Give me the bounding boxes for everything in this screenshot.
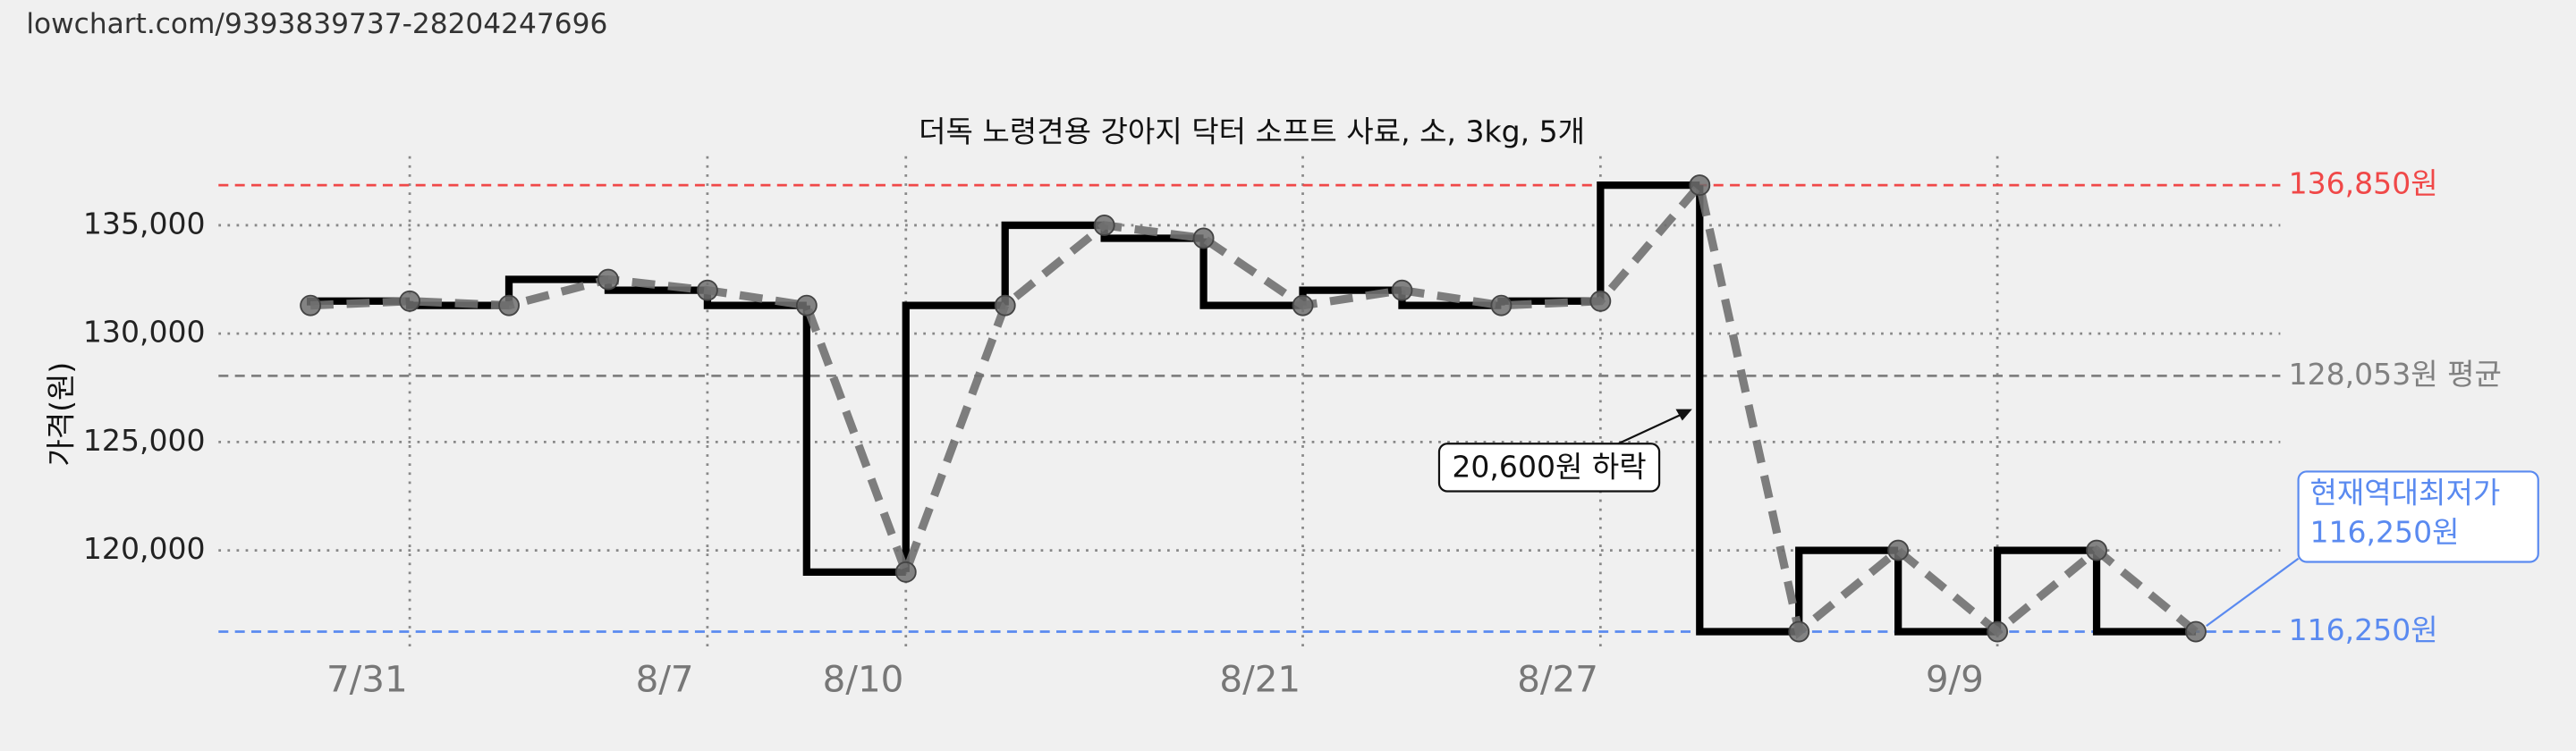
annotation-text: 20,600원 하락 [1452, 449, 1646, 484]
annotation-box [1437, 443, 1661, 493]
point [994, 294, 1016, 316]
point [2086, 539, 2107, 561]
point [2185, 620, 2207, 643]
annotation-text: 116,250원 [2309, 515, 2459, 550]
point [894, 561, 917, 583]
point [1093, 214, 1115, 236]
step-segment [1993, 546, 2097, 632]
y-tick-label: 125,000 [83, 423, 206, 458]
step-segment [902, 301, 1005, 572]
y-axis-label: 가격(원) [43, 362, 78, 467]
drop-annotation: 20,600원 하락 [1437, 409, 1692, 493]
step-segment [1597, 181, 1700, 301]
reference-label: 128,053원 평균 [2289, 357, 2502, 392]
step-segment [802, 305, 906, 576]
page-url: lowchart.com/9393839737-28204247696 [26, 8, 607, 40]
x-tick-label: 8/10 [823, 658, 904, 701]
point [1887, 539, 1910, 561]
arrow-head [1675, 409, 1692, 421]
x-tick-label: 7/31 [326, 658, 408, 701]
point [498, 294, 520, 316]
y-tick-label: 130,000 [83, 315, 206, 350]
x-tick-label: 8/21 [1219, 658, 1301, 701]
step-segment [1696, 185, 1800, 636]
reference-label: 136,850원 [2289, 166, 2438, 201]
point [1192, 227, 1215, 249]
point [399, 290, 421, 312]
step-segment [1795, 546, 1899, 632]
trend-line [309, 176, 2199, 639]
annotation-arrow [2206, 557, 2300, 627]
x-tick-label: 8/27 [1517, 658, 1598, 701]
y-tick-label: 135,000 [83, 206, 206, 240]
step-segment [604, 279, 708, 294]
lowest-annotation: 현재역대최저가 116,250원 [2206, 470, 2539, 627]
annotation-box [2297, 470, 2539, 563]
point [795, 294, 818, 316]
annotation-text: 현재역대최저가 [2309, 476, 2500, 511]
point [1589, 290, 1612, 312]
data-marks [300, 174, 2207, 643]
step-segment [504, 275, 608, 306]
step-segment [1894, 550, 1998, 636]
point [300, 294, 322, 316]
grid: 120,000 125,000 130,000 135,000 7/31 8/7 8/10 8… [83, 156, 2281, 701]
annotation-arrow [1617, 413, 1683, 445]
step-segment [1001, 221, 1105, 306]
point [1292, 294, 1314, 316]
step-segment [1199, 238, 1303, 309]
point [1689, 174, 1711, 197]
step-segment [2092, 550, 2196, 636]
point [1490, 294, 1513, 316]
x-tick-label: 9/9 [1926, 658, 1984, 701]
point [696, 279, 718, 301]
reference-lines: 136,850원 128,053원 평균 116,250원 [218, 166, 2502, 647]
point [1987, 620, 2009, 643]
y-tick-label: 120,000 [83, 531, 206, 566]
point [597, 268, 619, 291]
point [1788, 620, 1810, 643]
reference-label: 116,250원 [2289, 612, 2438, 647]
x-tick-label: 8/7 [636, 658, 694, 701]
chart-title: 더독 노령견용 강아지 닥터 소프트 사료, 소, 3kg, 5개 [919, 114, 1585, 149]
point [1391, 279, 1413, 301]
